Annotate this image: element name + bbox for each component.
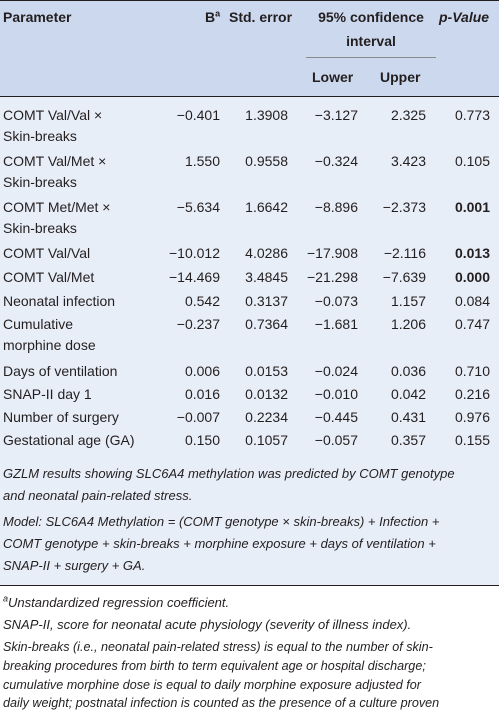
row-upper: 3.423 xyxy=(390,153,426,169)
row-parameter: COMT Val/Val × xyxy=(3,107,103,123)
row-pvalue: 0.710 xyxy=(454,363,490,379)
top-rule xyxy=(0,0,499,1)
row-se: 0.2234 xyxy=(245,409,288,425)
row-pvalue: 0.001 xyxy=(454,199,490,215)
row-upper: 1.206 xyxy=(390,316,426,332)
footnote-model-line1: Model: SLC6A4 Methylation = (COMT genoty… xyxy=(3,514,440,529)
row-se: 0.1057 xyxy=(245,432,288,448)
row-se: 0.0132 xyxy=(245,386,288,402)
header-parameter: Parameter xyxy=(3,9,72,25)
header-ci-line2: interval xyxy=(346,33,396,49)
row-se: 0.7364 xyxy=(245,316,288,332)
row-se: 0.0153 xyxy=(245,363,288,379)
row-se: 4.0286 xyxy=(245,245,288,261)
footnote-snap-ii: SNAP-II, score for neonatal acute physio… xyxy=(3,617,412,632)
row-pvalue: 0.976 xyxy=(454,409,490,425)
footnote-summary-line1: GZLM results showing SLC6A4 methylation … xyxy=(3,466,455,481)
row-parameter: SNAP-II day 1 xyxy=(3,386,92,402)
ci-rule xyxy=(306,57,436,58)
row-lower: −3.127 xyxy=(314,107,358,123)
header-rule xyxy=(0,96,499,97)
row-parameter-cont: Skin-breaks xyxy=(3,128,77,144)
row-lower: −17.908 xyxy=(307,245,358,261)
row-b: 1.550 xyxy=(184,153,220,169)
row-pvalue: 0.013 xyxy=(454,245,490,261)
header-pvalue: p-Value xyxy=(439,9,490,25)
row-pvalue: 0.155 xyxy=(454,432,490,448)
row-b: 0.006 xyxy=(184,363,220,379)
footnote-skin-breaks-line1: Skin-breaks (i.e., neonatal pain-related… xyxy=(3,640,433,654)
footnote-model-line3: SNAP-II + surgery + GA. xyxy=(3,558,146,573)
row-parameter: Cumulative xyxy=(3,316,74,332)
row-pvalue: 0.216 xyxy=(454,386,490,402)
footnote-skin-breaks-line2: breaking procedures from birth to term e… xyxy=(3,659,426,673)
row-b: 0.150 xyxy=(184,432,220,448)
header-lower: Lower xyxy=(312,69,354,85)
row-lower: −0.324 xyxy=(314,153,358,169)
row-b: −0.401 xyxy=(176,107,220,123)
row-b: 0.016 xyxy=(184,386,220,402)
row-parameter: COMT Met/Met × xyxy=(3,199,111,215)
row-upper: −7.639 xyxy=(382,269,426,285)
row-upper: 1.157 xyxy=(390,293,426,309)
row-upper: 0.431 xyxy=(390,409,426,425)
header-upper: Upper xyxy=(380,69,421,85)
row-lower: −0.010 xyxy=(314,386,358,402)
row-b: −10.012 xyxy=(169,245,220,261)
row-parameter: Days of ventilation xyxy=(3,363,118,379)
row-b: 0.542 xyxy=(184,293,220,309)
row-lower: −21.298 xyxy=(307,269,358,285)
row-lower: −0.445 xyxy=(314,409,358,425)
footnote-skin-breaks-line4: daily weight; postnatal infection is cou… xyxy=(3,696,440,710)
row-se: 1.3908 xyxy=(245,107,288,123)
header-std-error: Std. error xyxy=(229,9,293,25)
header-ci-line1: 95% confidence xyxy=(318,9,424,25)
row-pvalue: 0.105 xyxy=(454,153,490,169)
row-upper: 0.036 xyxy=(390,363,426,379)
row-parameter-cont: Skin-breaks xyxy=(3,174,77,190)
row-se: 3.4845 xyxy=(245,269,288,285)
row-b: −0.237 xyxy=(176,316,220,332)
bottom-rule xyxy=(0,585,499,586)
row-lower: −0.073 xyxy=(314,293,358,309)
row-parameter-cont: morphine dose xyxy=(3,337,96,353)
row-se: 0.3137 xyxy=(245,293,288,309)
row-lower: −8.896 xyxy=(314,199,358,215)
row-upper: −2.116 xyxy=(383,245,426,261)
row-pvalue: 0.747 xyxy=(454,316,490,332)
row-parameter: Neonatal infection xyxy=(3,293,116,309)
row-parameter: Gestational age (GA) xyxy=(3,432,135,448)
row-se: 0.9558 xyxy=(245,153,288,169)
header-band xyxy=(0,0,499,96)
row-parameter: COMT Val/Met xyxy=(3,269,95,285)
footnote-model-line2: COMT genotype + skin-breaks + morphine e… xyxy=(3,536,436,551)
row-lower: −1.681 xyxy=(314,316,358,332)
row-b: −14.469 xyxy=(169,269,220,285)
row-b: −5.634 xyxy=(176,199,220,215)
row-se: 1.6642 xyxy=(245,199,288,215)
footnote-b-definition: aUnstandardized regression coefficient. xyxy=(3,593,230,610)
row-b: −0.007 xyxy=(176,409,220,425)
row-upper: 2.325 xyxy=(390,107,426,123)
row-upper: 0.357 xyxy=(390,432,426,448)
row-upper: −2.373 xyxy=(382,199,426,215)
header-b: Ba xyxy=(205,8,221,25)
footnote-skin-breaks-line3: cumulative morphine dose is equal to dai… xyxy=(3,678,421,692)
footnote-summary-line2: and neonatal pain-related stress. xyxy=(3,488,193,503)
row-pvalue: 0.773 xyxy=(454,107,490,123)
row-parameter: COMT Val/Val xyxy=(3,245,91,261)
row-parameter: Number of surgery xyxy=(3,409,119,425)
row-parameter-cont: Skin-breaks xyxy=(3,220,77,236)
body-band xyxy=(0,96,499,585)
row-parameter: COMT Val/Met × xyxy=(3,153,107,169)
row-pvalue: 0.084 xyxy=(454,293,490,309)
row-upper: 0.042 xyxy=(390,386,426,402)
row-lower: −0.057 xyxy=(314,432,358,448)
row-lower: −0.024 xyxy=(314,363,358,379)
row-pvalue: 0.000 xyxy=(454,269,490,285)
